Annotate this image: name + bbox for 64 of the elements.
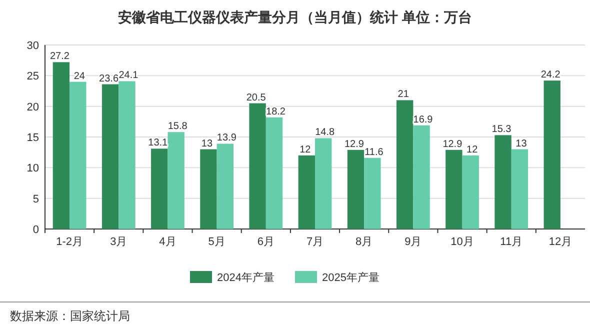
- source-note: 数据来源：国家统计局: [10, 309, 130, 323]
- data-label: 18.2: [266, 106, 286, 118]
- bar: [315, 138, 332, 229]
- x-tick-label: 11月: [500, 236, 523, 248]
- x-tick-label: 7月: [306, 236, 324, 248]
- data-label: 15.3: [492, 124, 512, 136]
- data-label: 23.6: [99, 73, 119, 84]
- y-tick-label: 20: [26, 101, 39, 114]
- bar: [511, 149, 528, 229]
- bar: [118, 81, 136, 229]
- bar: [102, 84, 119, 229]
- bar: [413, 125, 430, 229]
- data-label: 13: [516, 138, 528, 150]
- bar: [216, 144, 234, 229]
- x-tick-label: 10月: [450, 236, 474, 248]
- data-label: 12.9: [442, 138, 463, 150]
- bar: [266, 117, 283, 229]
- y-tick-label: 0: [32, 224, 39, 236]
- data-label: 24.2: [540, 70, 561, 81]
- bar: [544, 80, 560, 229]
- data-label: 12.9: [344, 138, 364, 150]
- x-tick-label: 3月: [110, 236, 128, 248]
- data-label: 13.9: [216, 132, 237, 144]
- data-label: 15.8: [168, 121, 188, 132]
- bar: [249, 103, 266, 229]
- legend-label: 2025年产量: [322, 271, 380, 284]
- data-label: 20.5: [246, 92, 266, 104]
- y-tick-label: 30: [26, 40, 39, 52]
- legend-label: 2024年产量: [217, 271, 274, 284]
- data-label: 12: [300, 144, 312, 156]
- data-label: 24: [74, 70, 86, 82]
- x-tick-label: 6月: [257, 236, 274, 248]
- data-label: 13: [201, 138, 213, 150]
- bar: [298, 155, 315, 229]
- data-label: 24.1: [118, 70, 139, 82]
- y-tick-label: 15: [26, 132, 39, 144]
- bar: [168, 132, 184, 229]
- bar: [396, 100, 414, 229]
- data-label: 12: [466, 144, 478, 156]
- data-label: 16.9: [413, 114, 434, 126]
- data-label: 13.1: [148, 138, 168, 149]
- y-tick-label: 10: [26, 162, 39, 175]
- x-tick-label: 8月: [356, 236, 373, 248]
- bar: [364, 158, 381, 229]
- x-tick-label: 4月: [159, 236, 176, 248]
- chart-title: 安徽省电工仪器仪表产量分月（当月值）统计 单位：万台: [118, 9, 472, 25]
- bar: [446, 150, 462, 229]
- bar: [200, 149, 217, 229]
- bar: [52, 62, 70, 229]
- x-tick-label: 12月: [548, 236, 572, 248]
- x-tick-label: 1-2月: [56, 236, 83, 248]
- data-label: 11.6: [364, 146, 384, 158]
- x-tick-label: 5月: [208, 236, 226, 248]
- data-label: 14.8: [315, 127, 336, 138]
- y-tick-label: 5: [32, 193, 39, 206]
- bar: [347, 150, 364, 229]
- bar: [494, 135, 512, 229]
- bar: [462, 155, 479, 229]
- data-label: 21: [398, 89, 410, 100]
- y-tick-label: 25: [26, 70, 39, 83]
- data-label: 27.2: [50, 51, 70, 62]
- bar: [151, 148, 168, 229]
- x-tick-label: 9月: [404, 236, 422, 248]
- bar: [70, 82, 86, 229]
